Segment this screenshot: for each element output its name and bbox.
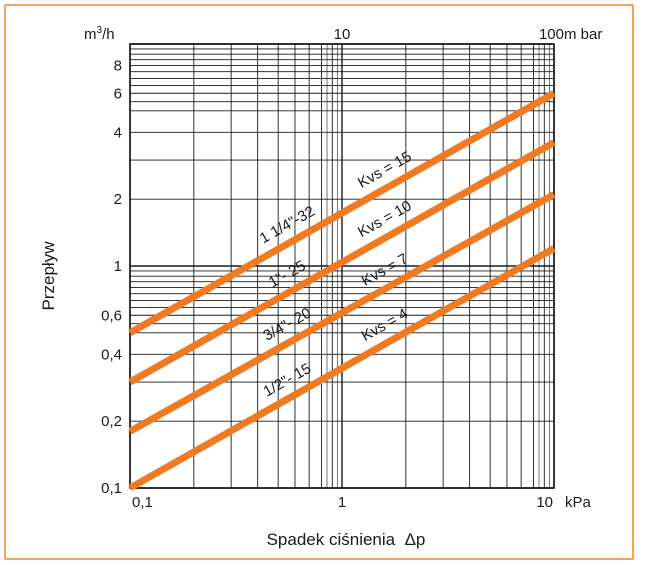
x-tick-label-bottom: 10 [536,494,553,511]
series-lines [128,90,556,492]
y-tick-label: 0,2 [101,413,122,430]
y-tick-label: 1 [114,258,122,275]
bottom-x-unit: kPa [565,494,592,511]
plot-border [129,43,555,489]
y-tick-label: 0,4 [101,346,122,363]
y-tick-label: 0,6 [101,307,122,324]
tick-labels: 0,1 0,2 0,4 0,6 1 2 4 6 8 0,1 1 10 10 100 [101,26,564,511]
x-axis-title: Spadek ciśnienia Δp [267,530,426,549]
x-tick-label-top: 100 [539,26,564,43]
x-tick-label-bottom: 1 [338,494,346,511]
series-line [128,90,556,336]
series-line [128,139,556,386]
x-tick-label-top: 10 [334,26,351,43]
x-tick-label-bottom: 0,1 [132,494,153,511]
y-unit-label: m3/h [84,25,115,43]
y-tick-label: 8 [114,58,122,75]
series-line [128,245,556,492]
y-axis-title: Przepływ [39,241,58,311]
y-tick-label: 4 [114,124,122,141]
y-tick-label: 2 [114,191,122,208]
chart-frame: 0,1 0,2 0,4 0,6 1 2 4 6 8 0,1 1 10 10 100 1/2"- 15 Kvs… [4,4,634,560]
y-tick-label: 0,1 [101,480,122,497]
y-tick-label: 6 [114,85,122,102]
series-line [128,191,556,435]
top-x-unit: m bar [564,26,602,43]
